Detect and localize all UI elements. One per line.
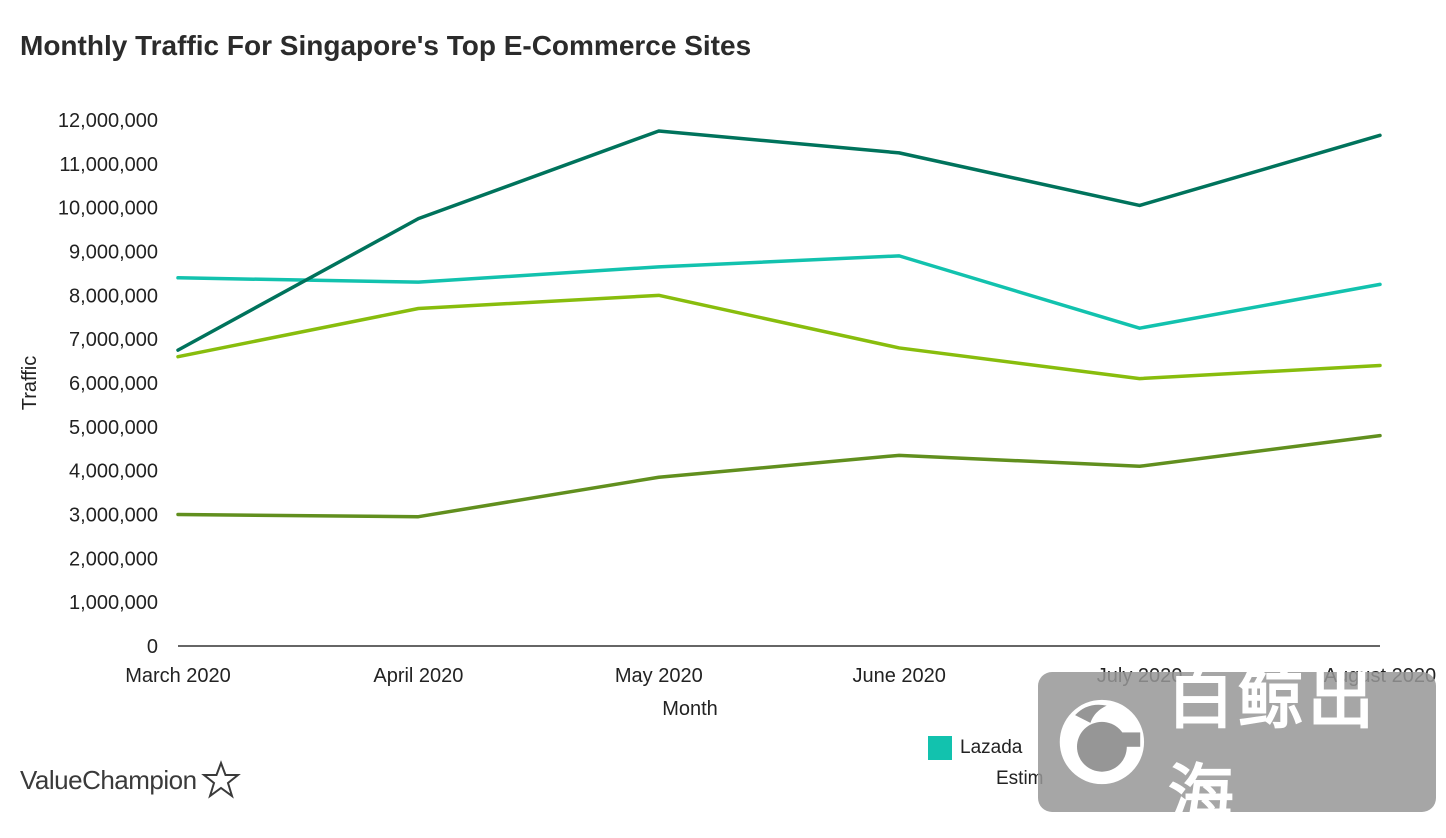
y-tick-label: 4,000,000 — [69, 461, 158, 483]
watermark-text: 白鲸出海 — [1167, 662, 1378, 832]
y-tick-label: 3,000,000 — [69, 505, 158, 527]
x-tick-label: April 2020 — [373, 665, 463, 687]
brand-logo: ValueChampion — [20, 760, 241, 800]
y-tick-label: 12,000,000 — [58, 110, 158, 132]
x-tick-label: June 2020 — [852, 665, 945, 687]
y-tick-label: 1,000,000 — [69, 592, 158, 614]
x-axis-label: Month — [662, 698, 718, 720]
y-tick-label: 11,000,000 — [59, 154, 158, 176]
x-tick-label: March 2020 — [125, 665, 231, 687]
x-tick-label: May 2020 — [615, 665, 703, 687]
series-line-qoo10 — [176, 293, 1382, 381]
star-icon — [200, 760, 241, 799]
series-line-lazada — [176, 254, 1382, 330]
legend-swatch-lazada — [928, 736, 952, 760]
legend-label-lazada: Lazada — [960, 737, 1023, 758]
y-axis-label: Traffic — [19, 356, 41, 410]
y-tick-label: 2,000,000 — [69, 548, 158, 570]
series-line-shopee — [176, 129, 1382, 352]
y-tick-label: 5,000,000 — [69, 417, 158, 439]
y-tick-label: 7,000,000 — [69, 329, 158, 351]
legend: Lazada — [928, 736, 1022, 760]
estimated-note: Estim — [996, 768, 1044, 789]
whale-logo-icon — [1059, 699, 1145, 785]
y-tick-label: 6,000,000 — [69, 373, 158, 395]
y-tick-label: 0 — [147, 636, 158, 658]
y-tick-label: 8,000,000 — [69, 285, 158, 307]
chart-title: Monthly Traffic For Singapore's Top E-Co… — [20, 30, 752, 61]
y-tick-label: 10,000,000 — [58, 198, 158, 220]
watermark: 白鲸出海 — [1038, 662, 1436, 832]
series-line-amazon — [176, 433, 1382, 519]
brand-name: ValueChampion — [20, 764, 197, 795]
y-tick-label: 9,000,000 — [69, 242, 158, 264]
